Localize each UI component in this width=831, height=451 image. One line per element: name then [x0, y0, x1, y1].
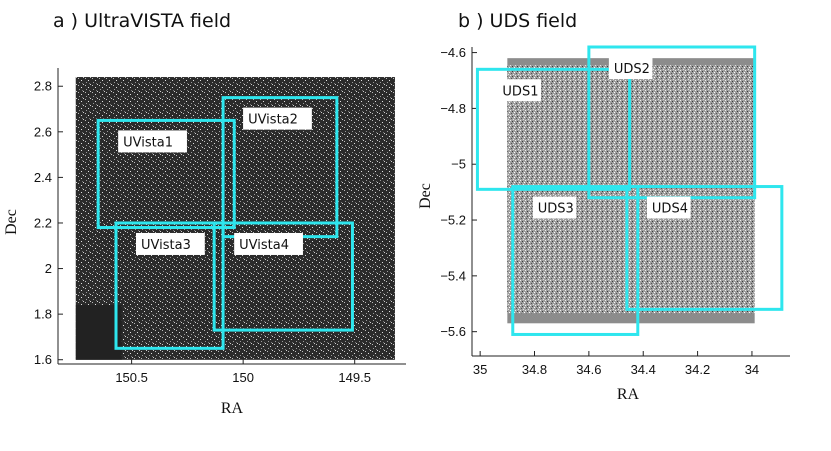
panel-ultravista: a ) UltraVISTA field 1.6 1.8 2 2.2 2.4 2.6 2.8… — [3, 10, 406, 417]
field-box-uvista1 — [96, 118, 236, 230]
panel-b-plot: −4.6 −4.8 −5 −5.2 −5.4 −5.6 35 34.8 34.6 34.4 34.2… — [440, 45, 790, 377]
panel-a-masked-region — [75, 305, 122, 360]
field-label-uds2: UDS2 — [614, 62, 650, 77]
panel-a-plot: 1.6 1.8 2 2.2 2.4 2.6 2.8 150.5 150 149.5 UVista1 U… — [34, 68, 406, 385]
panel-a-title: a ) UltraVISTA field — [53, 10, 231, 32]
field-label-bg-uvista4 — [234, 232, 303, 255]
field-label-uds3: UDS3 — [538, 202, 574, 217]
panel-uds: b ) UDS field −4.6 −4.8 −5 −5.2 −5.4 −5.6 35 34… — [417, 10, 790, 403]
panel-a-y-tick-label: 2.4 — [34, 170, 52, 185]
panel-b-y-tick-label: −5.4 — [440, 268, 466, 283]
field-box-uds3 — [511, 185, 640, 336]
field-label-bg-uds3 — [532, 196, 577, 219]
panel-b-x-tick-label: 34 — [745, 362, 759, 377]
panel-b-y-tick-label: −5.2 — [440, 213, 466, 228]
field-label-uds4: UDS4 — [652, 202, 688, 217]
panel-a-y-tick-label: 2.2 — [34, 215, 52, 230]
panel-b-x-tick-label: 34.4 — [631, 362, 656, 377]
panel-b-y-tick-label: −5 — [451, 157, 466, 172]
field-label-bg-uvista3 — [136, 232, 205, 255]
panel-a-y-tick-label: 1.8 — [34, 307, 52, 322]
panel-a-x-tick-label: 150.5 — [115, 370, 148, 385]
field-label-uvista1: UVista1 — [123, 135, 173, 150]
panel-b-xlabel: RA — [617, 386, 640, 403]
field-label-bg-uds4 — [646, 196, 691, 219]
panel-a-x-tick-label: 150 — [232, 370, 254, 385]
field-label-uvista3: UVista3 — [141, 238, 191, 253]
panel-a-y-tick-label: 2 — [45, 261, 52, 276]
field-box-uds4 — [625, 185, 784, 311]
field-label-bg-uvista2 — [243, 107, 312, 130]
panel-b-x-tick-label: 34.6 — [576, 362, 601, 377]
panel-a-xlabel: RA — [221, 400, 244, 417]
field-label-uvista2: UVista2 — [248, 113, 298, 128]
field-box-uvista3 — [114, 221, 225, 350]
panel-a-x-tick-label: 149.5 — [338, 370, 371, 385]
panel-b-y-tick-label: −4.8 — [440, 101, 466, 116]
panel-b-y-tick-label: −4.6 — [440, 45, 466, 60]
panel-a-y-tick-label: 2.6 — [34, 124, 52, 139]
panel-b-title: b ) UDS field — [458, 10, 577, 32]
panel-a-ylabel: Dec — [3, 209, 20, 235]
field-box-uvista4 — [212, 221, 354, 332]
field-box-uds1 — [475, 67, 632, 191]
panel-a-y-tick-label: 2.8 — [34, 79, 52, 94]
panel-b-ylabel: Dec — [417, 183, 434, 209]
panel-b-x-tick-label: 35 — [473, 362, 487, 377]
field-label-bg-uds1 — [497, 79, 542, 102]
panel-b-y-tick-label: −5.6 — [440, 324, 466, 339]
field-label-uvista4: UVista4 — [239, 238, 289, 253]
field-label-uds1: UDS1 — [502, 84, 538, 99]
panel-a-y-tick-label: 1.6 — [34, 352, 52, 367]
field-label-bg-uvista1 — [118, 130, 187, 153]
panel-b-x-tick-label: 34.2 — [685, 362, 710, 377]
field-label-bg-uds2 — [608, 57, 653, 79]
panel-b-x-tick-label: 34.8 — [522, 362, 547, 377]
